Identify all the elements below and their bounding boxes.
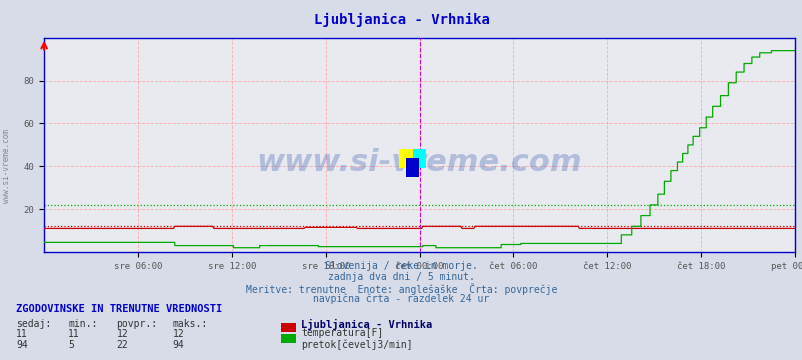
Text: min.:: min.: — [68, 319, 98, 329]
Text: 11: 11 — [68, 329, 80, 339]
Text: www.si-vreme.com: www.si-vreme.com — [2, 129, 11, 203]
Text: 12: 12 — [172, 329, 184, 339]
Bar — [399, 149, 412, 168]
Text: 11: 11 — [16, 329, 28, 339]
Text: zadnja dva dni / 5 minut.: zadnja dva dni / 5 minut. — [328, 272, 474, 282]
Text: maks.:: maks.: — [172, 319, 208, 329]
Text: sedaj:: sedaj: — [16, 319, 51, 329]
Text: www.si-vreme.com: www.si-vreme.com — [257, 148, 581, 176]
Bar — [405, 158, 419, 177]
Text: 12: 12 — [116, 329, 128, 339]
Text: Ljubljanica - Vrhnika: Ljubljanica - Vrhnika — [313, 13, 489, 27]
Text: 22: 22 — [116, 340, 128, 350]
Text: 94: 94 — [172, 340, 184, 350]
Text: pretok[čevelj3/min]: pretok[čevelj3/min] — [301, 339, 412, 350]
Text: 94: 94 — [16, 340, 28, 350]
Text: povpr.:: povpr.: — [116, 319, 157, 329]
Text: Slovenija / reke in morje.: Slovenija / reke in morje. — [325, 261, 477, 271]
Text: temperatura[F]: temperatura[F] — [301, 328, 383, 338]
Text: 5: 5 — [68, 340, 74, 350]
Text: Meritve: trenutne  Enote: anglešaške  Črta: povprečje: Meritve: trenutne Enote: anglešaške Črta… — [245, 283, 557, 294]
Text: navpična črta - razdelek 24 ur: navpična črta - razdelek 24 ur — [313, 293, 489, 304]
Bar — [412, 149, 426, 168]
Text: Ljubljanica - Vrhnika: Ljubljanica - Vrhnika — [301, 319, 431, 330]
Text: ZGODOVINSKE IN TRENUTNE VREDNOSTI: ZGODOVINSKE IN TRENUTNE VREDNOSTI — [16, 304, 222, 314]
